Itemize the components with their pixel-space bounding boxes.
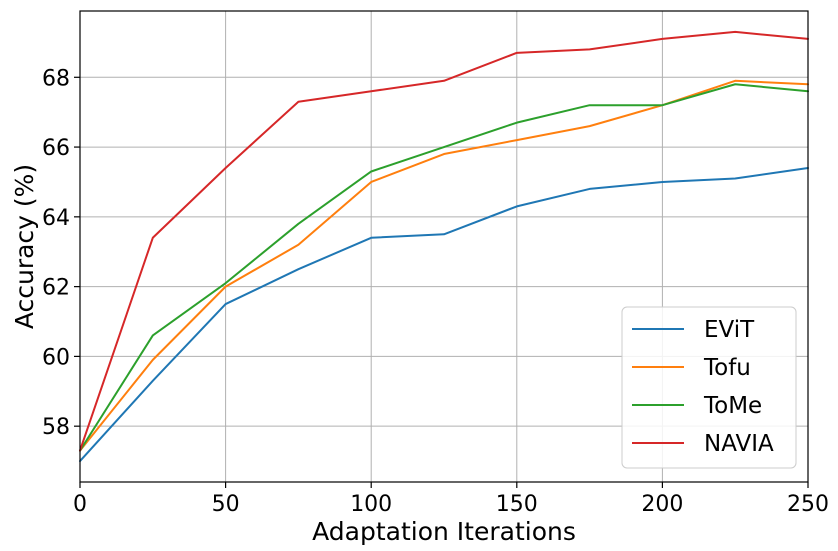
series-line-tome [79, 83, 809, 452]
axis-ticks: 0 50 100 150 200 250 58 60 62 64 66 68 [42, 66, 829, 517]
x-tick-label: 100 [350, 492, 392, 517]
x-axis-label: Adaptation Iterations [312, 517, 576, 546]
series-line-tofu [79, 79, 809, 452]
legend: EViT Tofu ToMe NAVIA [621, 306, 797, 469]
legend-label-navia: NAVIA [704, 431, 774, 457]
legend-box [621, 306, 797, 469]
y-tick-label: 64 [42, 206, 70, 231]
y-tick-label: 62 [42, 276, 70, 301]
legend-label-tome: ToMe [703, 393, 762, 419]
y-tick-label: 66 [42, 136, 70, 161]
x-tick-label: 250 [787, 492, 829, 517]
y-tick-label: 60 [42, 345, 70, 370]
series-line-evit [79, 167, 809, 463]
x-tick-label: 50 [212, 492, 240, 517]
x-tick-label: 200 [641, 492, 683, 517]
series-line-navia [79, 30, 809, 452]
legend-label-tofu: Tofu [703, 355, 751, 381]
plot-area-frame [79, 10, 809, 483]
y-axis-label: Accuracy (%) [10, 164, 39, 329]
x-tick-label: 150 [496, 492, 538, 517]
x-tick-label: 0 [73, 492, 87, 517]
y-tick-label: 68 [42, 66, 70, 91]
y-tick-label: 58 [42, 415, 70, 440]
legend-label-evit: EViT [704, 317, 755, 343]
series-lines [79, 30, 809, 463]
